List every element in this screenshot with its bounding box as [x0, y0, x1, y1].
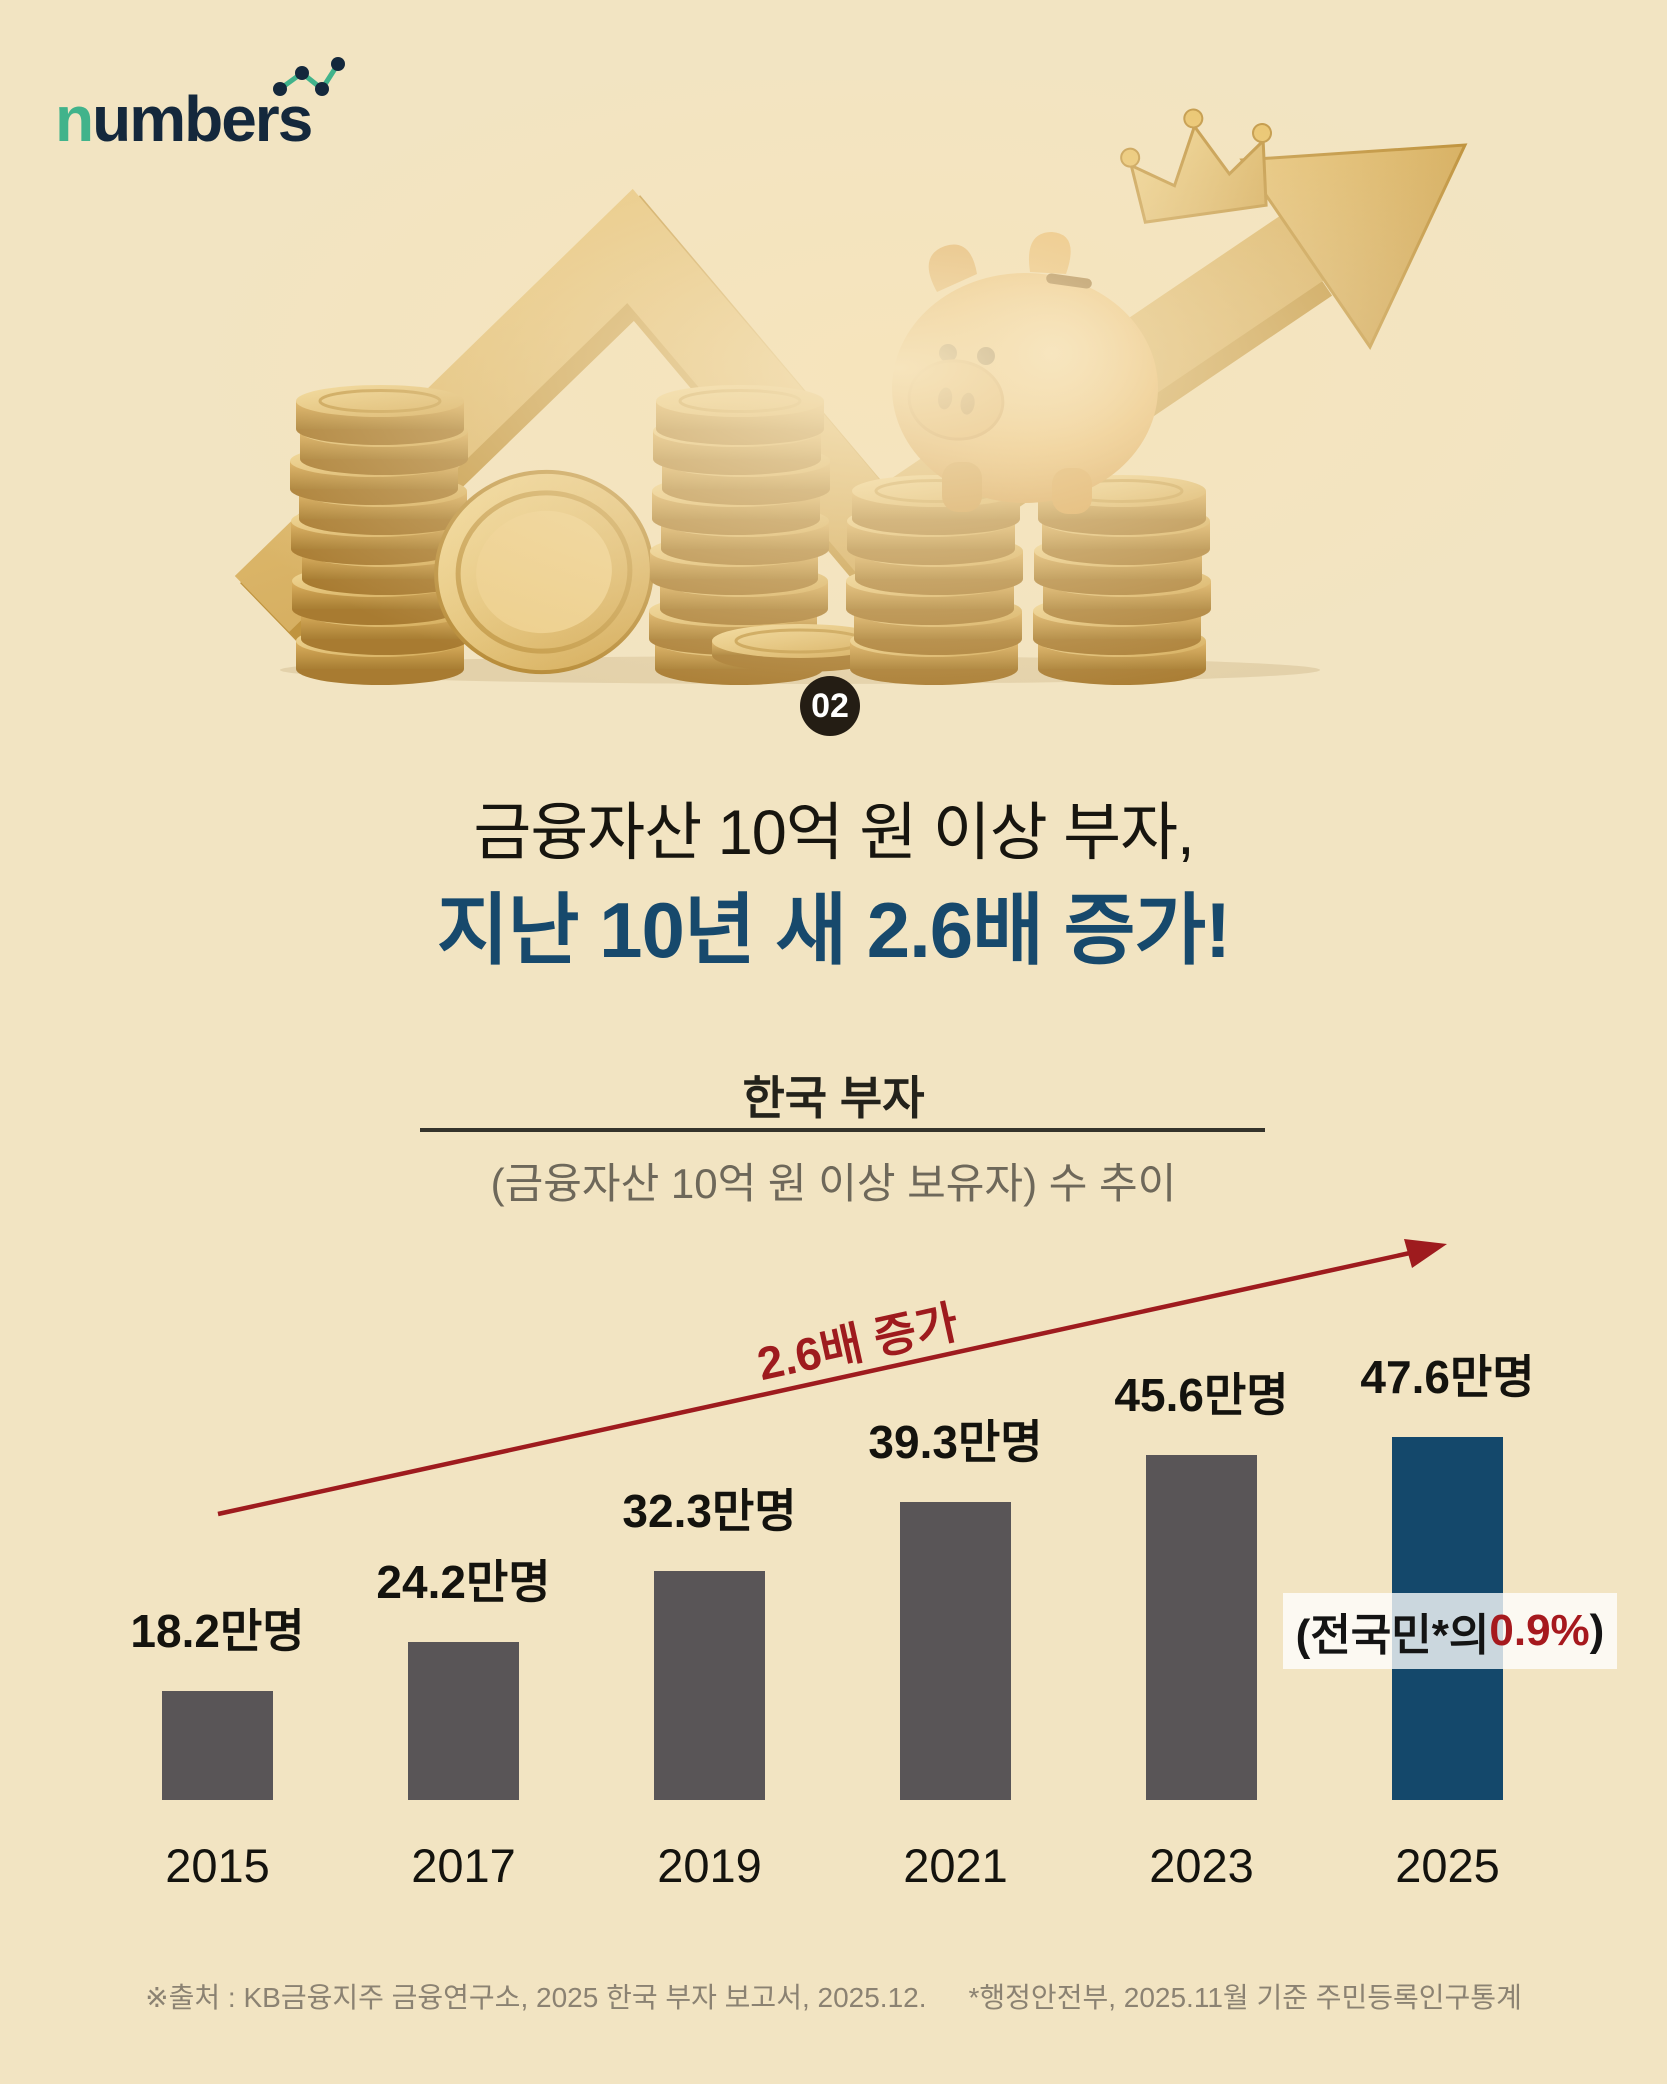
population-share-annotation: (전국민*의 0.9%)	[1283, 1593, 1617, 1669]
source-text-1: ※출처 : KB금융지주 금융연구소, 2025 한국 부자 보고서, 2025…	[145, 1982, 927, 2013]
bar-year-label: 2021	[903, 1839, 1008, 1892]
bar-2023	[1146, 1455, 1257, 1800]
bar-year-label: 2025	[1395, 1839, 1500, 1892]
bar-2015	[162, 1691, 273, 1800]
bar-year-label: 2023	[1149, 1839, 1254, 1892]
badge-label: 02	[811, 686, 849, 725]
source-text-2: *행정안전부, 2025.11월 기준 주민등록인구통계	[968, 1982, 1522, 2013]
bar-value-label: 39.3만명	[868, 1416, 1043, 1468]
bar-value-label: 24.2만명	[376, 1556, 551, 1608]
hero-glow	[140, 80, 1520, 720]
divider	[420, 1128, 1265, 1132]
bar-year-label: 2015	[165, 1839, 270, 1892]
chart-subtitle: (금융자산 10억 원 이상 보유자) 수 추이	[490, 1160, 1177, 1207]
annotation-suffix: )	[1589, 1606, 1605, 1655]
bar-2019	[654, 1571, 765, 1800]
bar-year-label: 2019	[657, 1839, 762, 1892]
bar-2017	[408, 1642, 519, 1800]
bar-value-label: 47.6만명	[1360, 1351, 1535, 1403]
bar-chart: 2.6배 증가 (전국민*의 0.9%) 18.2만명 2015 24.2만명 201…	[0, 1239, 1667, 1920]
annotation-highlight: 0.9%	[1489, 1606, 1590, 1655]
annotation-prefix: (전국민*의	[1295, 1611, 1490, 1660]
bar-year-label: 2017	[411, 1839, 516, 1892]
bar-2021	[900, 1502, 1011, 1800]
chart-title: 한국 부자	[742, 1072, 925, 1124]
title-line1: 금융자산 10억 원 이상 부자,	[473, 798, 1194, 868]
trend-arrow-icon	[217, 1239, 1447, 1517]
bar-value-label: 32.3만명	[622, 1485, 797, 1537]
bar-value-label: 45.6만명	[1114, 1369, 1289, 1421]
title-line2: 지난 10년 새 2.6배 증가!	[436, 886, 1231, 974]
hero-illustration	[140, 80, 1520, 720]
bar-value-label: 18.2만명	[130, 1605, 305, 1657]
logo-letter-n: n	[55, 83, 94, 155]
source-note: ※출처 : KB금융지주 금융연구소, 2025 한국 부자 보고서, 2025…	[0, 1976, 1667, 2016]
section-number-badge: 02	[800, 676, 860, 736]
